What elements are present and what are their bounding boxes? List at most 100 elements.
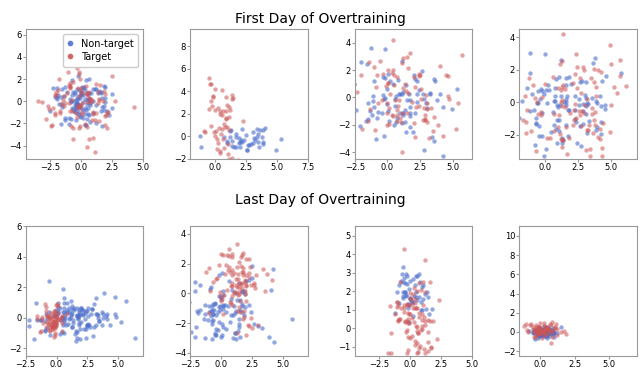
- Point: [534, 326, 544, 332]
- Point: [426, 344, 436, 350]
- Point: [538, 330, 548, 336]
- Point: [428, 318, 438, 324]
- Point: [65, 314, 76, 321]
- Point: [235, 307, 245, 313]
- Point: [76, 84, 86, 90]
- Point: [574, 107, 584, 114]
- Point: [544, 86, 554, 93]
- Point: [227, 287, 237, 294]
- Point: [65, 83, 76, 89]
- Point: [561, 122, 572, 128]
- Point: [110, 293, 120, 300]
- Point: [60, 117, 70, 123]
- Point: [405, 335, 415, 341]
- Point: [390, 310, 401, 316]
- Point: [536, 329, 547, 335]
- Point: [516, 98, 527, 104]
- Point: [363, 118, 373, 124]
- Point: [51, 319, 61, 325]
- Point: [56, 314, 67, 320]
- Point: [540, 326, 550, 333]
- Point: [96, 89, 106, 95]
- Point: [214, 150, 225, 156]
- Point: [102, 316, 113, 322]
- Point: [24, 323, 34, 329]
- Point: [88, 111, 98, 117]
- Point: [541, 324, 551, 330]
- Point: [541, 330, 552, 336]
- Point: [31, 300, 42, 306]
- Point: [572, 85, 582, 91]
- Point: [548, 122, 559, 128]
- Point: [538, 329, 548, 336]
- Point: [227, 96, 237, 103]
- Point: [397, 271, 408, 277]
- Point: [401, 271, 412, 277]
- Point: [386, 329, 396, 336]
- Point: [532, 335, 543, 342]
- Point: [556, 93, 566, 99]
- Point: [378, 96, 388, 102]
- Point: [571, 51, 581, 57]
- Point: [76, 89, 86, 95]
- Point: [549, 128, 559, 134]
- Point: [61, 322, 71, 329]
- Point: [534, 96, 545, 102]
- Point: [32, 315, 42, 322]
- Point: [108, 72, 118, 79]
- Point: [51, 317, 61, 323]
- Point: [559, 328, 569, 335]
- Point: [246, 361, 256, 367]
- Point: [435, 91, 445, 98]
- Point: [104, 112, 114, 118]
- Point: [206, 308, 216, 314]
- Point: [580, 79, 591, 85]
- Point: [103, 109, 113, 115]
- Point: [90, 117, 100, 123]
- Point: [423, 329, 433, 335]
- Point: [59, 317, 69, 323]
- Point: [223, 151, 233, 157]
- Point: [402, 302, 412, 308]
- Point: [214, 261, 224, 268]
- Point: [195, 133, 205, 139]
- Point: [227, 301, 237, 308]
- Point: [420, 257, 431, 263]
- Point: [400, 280, 410, 286]
- Point: [398, 55, 408, 61]
- Point: [184, 299, 195, 305]
- Point: [568, 122, 578, 128]
- Point: [74, 123, 84, 130]
- Point: [543, 328, 553, 334]
- Point: [395, 110, 405, 116]
- Point: [402, 366, 412, 372]
- Point: [416, 298, 426, 305]
- Point: [215, 307, 225, 313]
- Point: [470, 145, 480, 151]
- Point: [54, 108, 65, 114]
- Point: [41, 116, 51, 122]
- Point: [391, 382, 401, 389]
- Point: [540, 329, 550, 336]
- Point: [404, 123, 415, 130]
- Point: [534, 327, 545, 333]
- Point: [218, 136, 228, 142]
- Point: [543, 324, 553, 330]
- Point: [538, 331, 548, 337]
- Point: [51, 323, 61, 329]
- Point: [195, 282, 205, 288]
- Point: [237, 280, 247, 286]
- Point: [552, 102, 563, 108]
- Point: [412, 288, 422, 294]
- Point: [44, 106, 54, 112]
- Point: [540, 329, 550, 335]
- Point: [228, 311, 238, 317]
- Point: [216, 251, 226, 257]
- Point: [45, 314, 55, 320]
- Point: [543, 82, 553, 88]
- Point: [555, 130, 565, 137]
- Point: [52, 315, 63, 321]
- Point: [534, 328, 545, 334]
- Point: [540, 326, 550, 332]
- Point: [230, 330, 240, 336]
